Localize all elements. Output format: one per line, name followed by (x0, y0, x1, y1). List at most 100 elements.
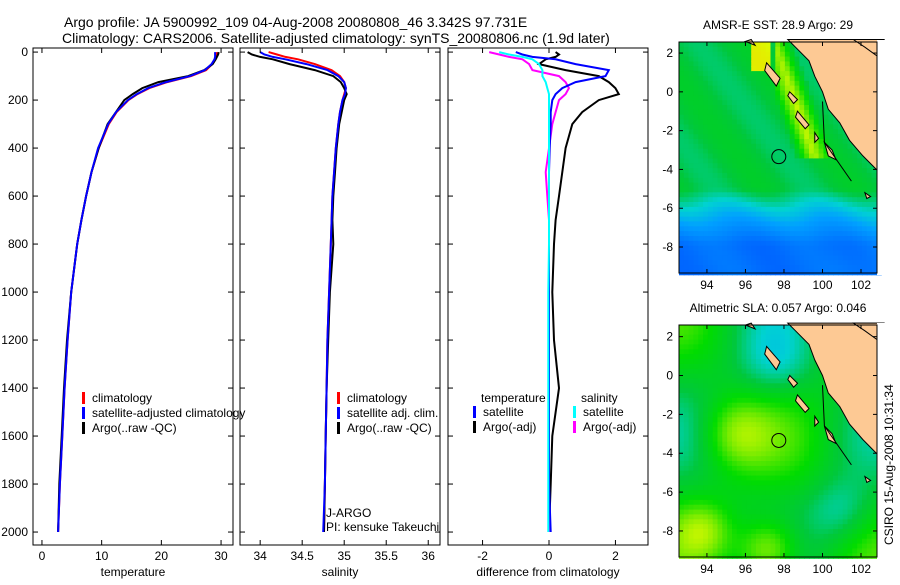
map-cell (732, 427, 738, 433)
map-cell (847, 187, 853, 193)
map-cell (760, 211, 767, 218)
map-cell (765, 325, 772, 331)
map-cell (775, 163, 781, 169)
map-cell (804, 393, 810, 399)
map-cell (741, 143, 747, 150)
map-cell (765, 363, 772, 370)
map-cell (780, 105, 786, 111)
map-cell (799, 548, 805, 554)
map-cell (775, 105, 781, 111)
map-cell (804, 538, 810, 545)
map-cell (799, 206, 805, 213)
map-cell (736, 349, 743, 355)
map-cell (770, 417, 776, 423)
map-cell (693, 265, 699, 271)
map-cell (736, 216, 743, 222)
map-cell (794, 519, 800, 525)
legend-swatch (337, 407, 340, 419)
map-cell (683, 378, 690, 384)
map-cell (712, 153, 719, 159)
map-cell (688, 129, 694, 135)
map-cell (736, 168, 743, 174)
map-cell (813, 436, 820, 443)
map-cell (698, 202, 704, 208)
map-cell (789, 553, 796, 559)
map-cell (852, 153, 858, 159)
plot-frame (239, 47, 441, 546)
map-cell (751, 100, 757, 106)
map-cell (741, 226, 747, 232)
map-cell (688, 514, 694, 520)
map-cell (780, 139, 786, 145)
map-cell (765, 485, 772, 491)
map-cell (809, 470, 815, 477)
map-cell (847, 153, 853, 159)
map-cell (712, 134, 719, 140)
map-cell (707, 129, 714, 135)
map-cell (703, 451, 709, 457)
map-cell (760, 427, 767, 433)
map-cell (852, 163, 858, 169)
map-cell (736, 446, 743, 452)
map-cell (756, 56, 762, 62)
map-cell (828, 397, 834, 404)
map-cell (741, 95, 747, 101)
map-cell (707, 485, 714, 491)
map-cell (833, 451, 839, 457)
map-cell (698, 168, 704, 174)
map-cell (823, 114, 829, 121)
map-cell (780, 485, 786, 491)
map-cell (809, 240, 815, 247)
map-cell (871, 168, 877, 174)
map-cell (775, 119, 781, 125)
map-cell (775, 388, 781, 394)
map-cell (717, 211, 723, 218)
map-cell (707, 417, 714, 423)
map-cell (804, 363, 810, 370)
map-cell (794, 373, 800, 380)
map-cell (813, 456, 820, 462)
map-cell (736, 359, 743, 365)
map-cell (717, 168, 723, 174)
map-cell (751, 344, 757, 350)
map-cell (717, 451, 723, 457)
map-cell (751, 436, 757, 443)
map-cell (760, 329, 767, 336)
map-cell (688, 436, 694, 443)
map-cell (688, 499, 694, 506)
map-cell (775, 139, 781, 145)
map-cell (693, 504, 699, 511)
map-cell (688, 124, 694, 130)
map-cell (823, 538, 829, 545)
map-cell (784, 480, 791, 486)
map-cell (770, 519, 776, 525)
map-cell (746, 397, 752, 404)
map-cell (784, 402, 791, 409)
map-cell (862, 456, 868, 462)
map-cell (698, 431, 704, 438)
map-cell (717, 485, 723, 491)
map-cell (746, 260, 752, 266)
map-cell (688, 168, 694, 174)
map-cell (707, 245, 714, 252)
y-tick-label: 800 (8, 237, 28, 251)
map-cell (775, 42, 781, 48)
map-cell (823, 202, 829, 208)
map-cell (780, 71, 786, 77)
map-cell (784, 51, 791, 58)
map-cell (833, 412, 839, 418)
map-cell (717, 56, 723, 62)
map-cell (760, 514, 767, 520)
map-cell (756, 470, 762, 477)
map-cell (837, 427, 844, 433)
map-cell (732, 139, 738, 145)
map-cell (703, 495, 709, 501)
map-cell (842, 509, 849, 516)
map-cell (784, 90, 791, 96)
map-cell (679, 514, 685, 520)
map-cell (683, 485, 690, 491)
map-cell (751, 143, 757, 150)
map-cell (804, 490, 810, 496)
map-cell (842, 236, 849, 242)
map-cell (833, 148, 839, 155)
